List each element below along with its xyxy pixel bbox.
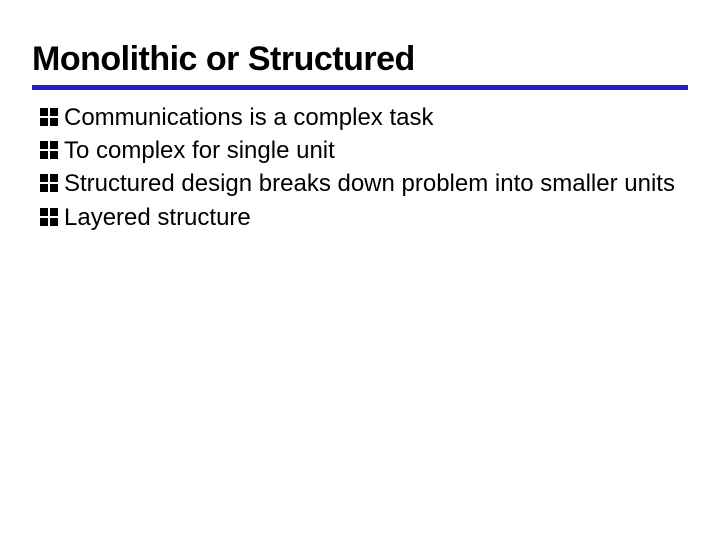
list-item: Structured design breaks down problem in… (40, 168, 688, 199)
list-item: Layered structure (40, 202, 688, 233)
bullet-icon (40, 108, 58, 126)
bullet-text: To complex for single unit (64, 135, 688, 166)
bullet-text: Layered structure (64, 202, 688, 233)
bullet-list: Communications is a complex task To comp… (32, 102, 688, 233)
bullet-icon (40, 208, 58, 226)
bullet-text: Communications is a complex task (64, 102, 688, 133)
list-item: To complex for single unit (40, 135, 688, 166)
list-item: Communications is a complex task (40, 102, 688, 133)
slide-title: Monolithic or Structured (32, 40, 688, 79)
bullet-text: Structured design breaks down problem in… (64, 168, 688, 199)
title-underline (32, 85, 688, 90)
slide: Monolithic or Structured Communications … (0, 0, 720, 233)
bullet-icon (40, 174, 58, 192)
bullet-icon (40, 141, 58, 159)
